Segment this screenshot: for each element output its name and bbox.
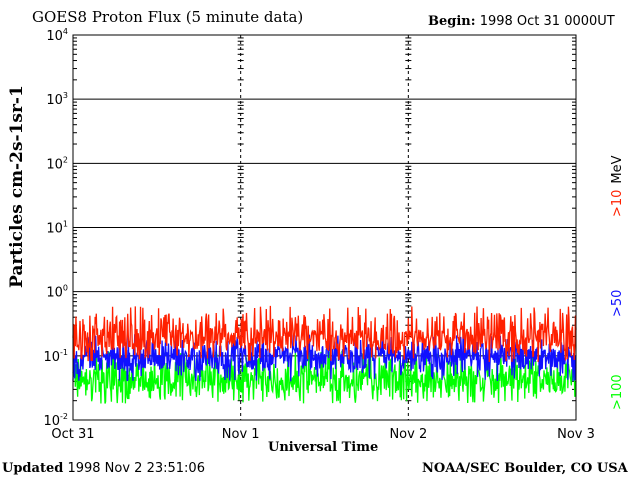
x-tick-label: Nov 2 bbox=[389, 427, 427, 442]
y-tick-label: 103 bbox=[46, 91, 68, 108]
y-tick-label: 102 bbox=[46, 155, 68, 172]
series-line-50mev bbox=[72, 333, 577, 382]
begin-timestamp: Begin: 1998 Oct 31 0000UT bbox=[428, 14, 615, 29]
x-axis-label: Universal Time bbox=[268, 440, 379, 455]
plot-frame bbox=[72, 34, 577, 421]
begin-value: 1998 Oct 31 0000UT bbox=[479, 14, 615, 29]
series-line-10mev bbox=[72, 305, 577, 363]
y-tick-label: 10-2 bbox=[43, 412, 68, 429]
y-tick-label: 104 bbox=[46, 27, 68, 44]
x-tick-label: Oct 31 bbox=[51, 427, 94, 442]
series-line-100mev bbox=[72, 350, 577, 404]
chart-title: GOES8 Proton Flux (5 minute data) bbox=[32, 8, 304, 26]
y-tick-label: 10-1 bbox=[43, 348, 68, 365]
credit-label: NOAA/SEC Boulder, CO USA bbox=[422, 461, 628, 476]
x-tick-label: Nov 1 bbox=[222, 427, 260, 442]
updated-value: 1998 Nov 2 23:51:06 bbox=[67, 461, 205, 476]
y-tick-label: 101 bbox=[46, 220, 68, 237]
begin-label: Begin: bbox=[428, 14, 476, 29]
updated-label: Updated bbox=[2, 461, 64, 476]
y-tick-label: 100 bbox=[46, 284, 68, 301]
updated-timestamp: Updated 1998 Nov 2 23:51:06 bbox=[2, 461, 205, 476]
x-tick-label: Nov 3 bbox=[557, 427, 595, 442]
